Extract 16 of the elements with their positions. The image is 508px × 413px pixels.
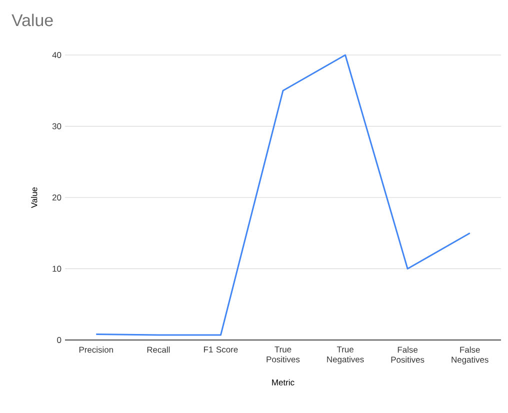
x-tick-label: Recall xyxy=(147,346,170,353)
y-tick-label: 0 xyxy=(57,337,62,343)
chart-title: Value xyxy=(12,14,53,26)
x-tick-label: Precision xyxy=(79,346,114,353)
x-axis-title: Metric xyxy=(272,379,294,386)
y-tick-label: 20 xyxy=(52,194,62,200)
y-tick-label: 40 xyxy=(52,52,62,58)
x-tick-label: True Negatives xyxy=(327,346,364,364)
x-tick-label: False Positives xyxy=(391,346,424,363)
line-series xyxy=(95,54,471,336)
y-axis-title: Value xyxy=(31,187,38,208)
y-tick-label: 30 xyxy=(52,123,62,130)
x-tick-label: False Negatives xyxy=(452,346,488,364)
x-tick-label: F1 Score xyxy=(204,346,238,353)
x-tick-label: True Positives xyxy=(266,346,300,362)
y-tick-label: 10 xyxy=(52,266,62,272)
